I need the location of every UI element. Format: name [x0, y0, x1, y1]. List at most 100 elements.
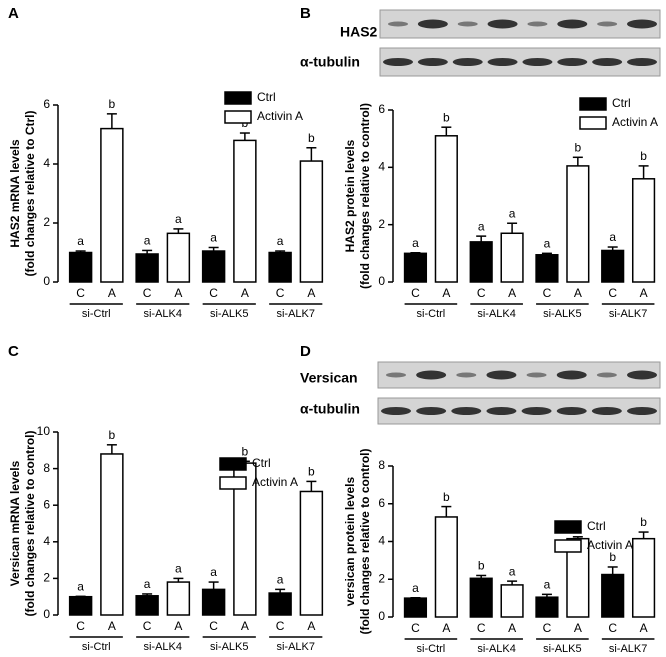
blot-band: [627, 370, 657, 380]
blot-band: [381, 407, 411, 415]
legend-label: Ctrl: [252, 456, 271, 470]
significance-letter: b: [242, 444, 249, 458]
blot-band: [383, 58, 413, 66]
x-tick-label: si-ALK5: [210, 308, 249, 320]
blot-band: [557, 58, 588, 66]
significance-letter: a: [277, 573, 284, 587]
significance-letter: a: [77, 234, 84, 248]
x-tick-label: si-ALK7: [609, 643, 648, 655]
significance-letter: b: [574, 140, 581, 154]
significance-letter: a: [509, 206, 516, 220]
significance-letter: a: [478, 219, 485, 233]
legend-label: Ctrl: [257, 90, 276, 104]
legend-label: Ctrl: [587, 519, 606, 533]
y-axis-label: HAS2 protein levels: [343, 139, 357, 252]
significance-letter: a: [609, 230, 616, 244]
blot-band: [627, 19, 657, 29]
blot-band: [487, 19, 518, 29]
bar: [434, 516, 458, 618]
legend-swatch: [554, 539, 582, 553]
bar: [403, 597, 428, 618]
bar-label: A: [241, 286, 249, 300]
significance-letter: a: [210, 565, 217, 579]
legend-swatch: [219, 457, 247, 471]
y-tick-label: 8: [43, 461, 50, 475]
x-tick-label: si-ALK7: [609, 308, 648, 320]
significance-letter: a: [412, 236, 419, 250]
bar-label: A: [442, 286, 450, 300]
legend-label: Activin A: [257, 109, 303, 123]
y-axis-label: versican protein levels: [343, 476, 357, 606]
blot-band: [486, 370, 517, 380]
significance-letter: b: [109, 428, 116, 442]
bar-label: C: [209, 286, 218, 300]
bar: [299, 160, 324, 283]
y-tick-label: 6: [378, 102, 385, 116]
significance-letter: a: [544, 237, 551, 251]
significance-letter: b: [640, 515, 647, 529]
y-tick-label: 6: [378, 496, 385, 510]
bar: [601, 249, 625, 283]
y-tick-label: 8: [378, 458, 385, 472]
y-tick-label: 4: [43, 156, 50, 170]
legend-swatch: [219, 476, 247, 490]
blot-band: [526, 372, 547, 378]
y-tick-label: 4: [378, 534, 385, 548]
blot-band: [592, 58, 623, 66]
y-tick-label: 2: [43, 215, 50, 229]
significance-letter: b: [640, 149, 647, 163]
x-tick-label: si-Ctrl: [82, 308, 111, 320]
bar-label: A: [574, 286, 582, 300]
bar-label: A: [508, 286, 516, 300]
y-tick-label: 0: [378, 274, 385, 288]
bar-label: C: [477, 286, 486, 300]
y-axis-label: HAS2 mRNA levels: [8, 139, 22, 248]
bar: [100, 127, 124, 283]
bar: [469, 577, 493, 618]
bar: [100, 453, 124, 616]
significance-letter: a: [77, 580, 84, 594]
blot-band: [521, 407, 552, 415]
significance-letter: a: [509, 564, 516, 578]
bar-label: C: [76, 286, 85, 300]
bar-label: A: [442, 621, 450, 635]
blot-band: [522, 58, 553, 66]
bar: [566, 537, 590, 618]
blot-band: [556, 407, 587, 415]
bar-label: C: [276, 619, 285, 633]
blot-band: [557, 19, 588, 29]
blot-band: [456, 372, 477, 378]
bar: [201, 250, 226, 283]
bar-label: C: [543, 621, 552, 635]
legend-label: Activin A: [612, 115, 658, 129]
panel-label: A: [8, 5, 19, 22]
bar-label: C: [608, 286, 617, 300]
legend-swatch: [224, 91, 252, 105]
blot-label: HAS2: [340, 24, 378, 40]
y-tick-label: 4: [378, 160, 385, 174]
x-tick-label: si-ALK4: [477, 308, 516, 320]
panel-label: B: [300, 5, 311, 22]
bar-label: C: [209, 619, 218, 633]
blot-band: [388, 21, 408, 27]
y-tick-label: 0: [43, 274, 50, 288]
bar-label: A: [640, 621, 648, 635]
x-tick-label: si-Ctrl: [417, 308, 446, 320]
blot-band: [457, 21, 478, 27]
significance-letter: a: [544, 578, 551, 592]
bar: [601, 573, 625, 618]
blot-band: [627, 58, 657, 66]
bar-label: A: [174, 619, 182, 633]
legend-swatch: [554, 520, 582, 534]
legend-swatch: [224, 110, 252, 124]
blot-band: [452, 58, 483, 66]
bar: [299, 490, 324, 616]
blot-band: [416, 370, 447, 380]
bar-label: A: [574, 621, 582, 635]
significance-letter: b: [478, 559, 485, 573]
bar-label: A: [108, 619, 116, 633]
bar-label: A: [174, 286, 182, 300]
blot-band: [487, 58, 518, 66]
y-tick-label: 0: [378, 609, 385, 623]
bar: [135, 253, 159, 283]
